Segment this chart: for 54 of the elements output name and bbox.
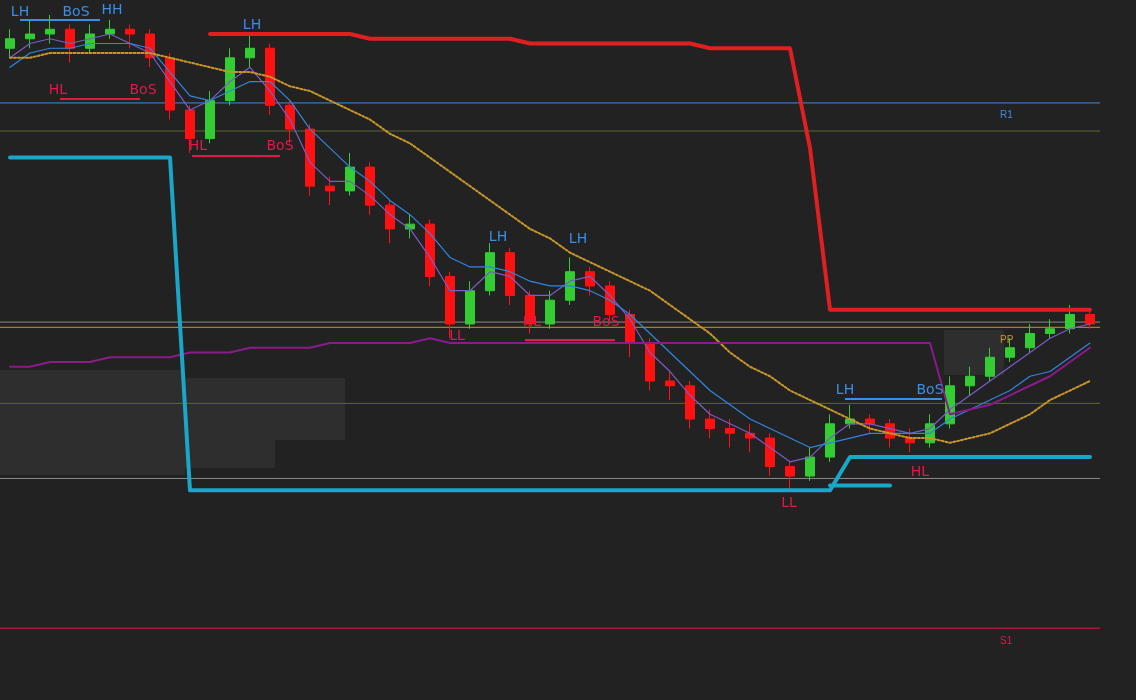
annotation: HL — [910, 463, 930, 479]
annotation: BoS — [62, 3, 90, 19]
candlestick — [765, 432, 775, 477]
annotation: LH — [10, 3, 30, 19]
candlestick — [365, 161, 375, 216]
annotation: LH — [242, 16, 262, 32]
candlestick — [325, 176, 335, 206]
annotation: BoS — [916, 381, 944, 397]
annotation: BoS — [266, 137, 294, 153]
candlestick — [305, 123, 315, 197]
candlestick — [985, 347, 995, 382]
candlestick — [685, 380, 695, 430]
annotation: LH — [488, 228, 508, 244]
candlestick — [5, 28, 15, 59]
annotation: HH — [101, 1, 123, 17]
text: LL — [781, 494, 797, 510]
candlestick — [825, 413, 835, 463]
candlestick — [465, 280, 475, 330]
candlestick — [245, 33, 255, 68]
ref-line-label: S1 — [1000, 634, 1013, 646]
candlestick — [905, 428, 915, 453]
annotation: HL — [48, 81, 68, 97]
candlestick — [345, 152, 355, 197]
candlestick — [205, 90, 215, 144]
candlestick — [805, 447, 815, 482]
annotation: LL — [449, 327, 465, 343]
candlestick — [785, 461, 795, 491]
candlestick — [1065, 304, 1075, 334]
candlestick — [865, 413, 875, 434]
candlestick — [125, 24, 135, 49]
candlestick — [485, 242, 495, 296]
annotation: BoS — [592, 313, 620, 329]
annotation: LH — [568, 230, 588, 246]
candlestick — [665, 371, 675, 401]
candlestick — [965, 366, 975, 396]
annotation: LH — [835, 381, 855, 397]
candlestick — [105, 19, 115, 40]
candlestick — [705, 409, 715, 439]
annotation: HL — [188, 137, 208, 153]
candlestick — [25, 19, 35, 49]
annotation: BoS — [129, 81, 157, 97]
candlestick — [1085, 309, 1095, 330]
candlestick — [385, 199, 395, 244]
candlestick — [505, 247, 515, 306]
ref-line-label: R1 — [1000, 109, 1014, 121]
candlestick — [45, 14, 55, 45]
candlestick — [725, 418, 735, 449]
ref-line-label: PP — [1000, 333, 1014, 345]
candlestick — [1045, 318, 1055, 339]
candlestick — [425, 218, 435, 287]
candlestick — [645, 337, 655, 392]
candlestick — [585, 266, 595, 296]
candlestick — [1025, 323, 1035, 353]
candlestick — [545, 290, 555, 330]
